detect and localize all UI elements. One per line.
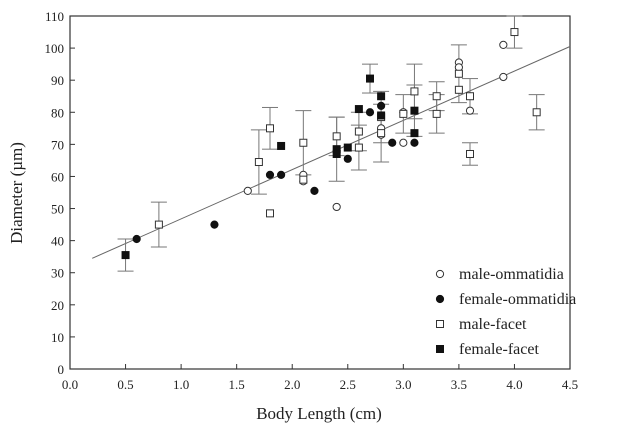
y-tick-label: 70 [51,137,64,152]
x-tick-label: 2.0 [284,377,300,392]
y-tick-label: 40 [51,234,64,249]
male-facet-point [377,129,386,138]
plot-border [69,15,571,370]
y-axis-label: Diameter (µm) [7,142,26,244]
female-facet-point [354,105,363,114]
female-facet-point [366,74,374,83]
female-ommatidia-point [388,138,397,147]
plot-frame [69,15,571,370]
male-facet-point [432,109,441,118]
female-facet-point [343,143,352,152]
male-ommatidia-point [399,138,408,147]
y-tick-label: 0 [58,362,65,377]
legend-label: female-ommatidia [459,291,576,308]
error-bar-layer [117,15,545,272]
x-tick-label: 1.0 [173,377,189,392]
female-ommatidia-point [377,101,386,110]
female-facet-point [410,106,419,115]
female-ommatidia-point [365,108,375,117]
x-axis-label: Body Length (cm) [256,404,382,423]
female-ommatidia-point [265,170,275,179]
male-facet-point [299,175,308,184]
y-tick-label: 60 [51,169,64,184]
male-facet-point [454,69,463,78]
male-facet-point [332,132,341,141]
male-facet-point [432,92,441,101]
y-tick-label: 50 [51,202,64,217]
female-ommatidia-point [343,154,352,163]
female-facet-point [410,129,419,138]
y-tick-label: 20 [51,298,64,313]
female-facet-point [377,92,386,101]
y-tick-label: 30 [51,266,64,281]
male-ommatidia-point [499,72,508,82]
x-tick-label: 3.5 [451,377,467,392]
legend: male-ommatidia female-ommatidia male-facet… [435,266,576,358]
male-facet-point [399,109,408,118]
male-facet-point [299,138,308,147]
x-tick-label: 3.0 [395,377,411,392]
x-tick-label: 0.5 [117,377,133,392]
male-facet-point [154,220,163,229]
male-ommatidia-point [499,40,508,49]
female-facet-point [121,251,130,260]
male-facet-point [266,124,274,133]
male-ommatidia-point [243,186,252,195]
male-facet-point [510,28,519,37]
y-tick-label: 90 [51,73,64,88]
male-ommatidia-point [332,202,341,212]
male-facet-point [410,87,419,96]
female-facet-point [277,141,286,150]
male-facet-point [254,158,263,167]
x-tick-label: 2.5 [340,377,356,392]
legend-label: female-facet [459,341,539,358]
data-point-layer [121,28,541,260]
y-tick-label: 110 [45,9,64,24]
x-tick-label: 4.5 [562,377,578,392]
legend-marker [436,320,444,328]
male-facet-point [466,92,474,101]
regression-line [92,46,571,259]
legend-marker [435,269,445,279]
male-facet-point [466,149,474,158]
x-tick-label: 4.0 [506,377,522,392]
legend-label: male-facet [459,316,527,333]
female-ommatidia-point [132,234,141,244]
female-ommatidia-point [410,138,419,147]
male-facet-point [354,143,363,152]
x-tick-label: 1.5 [229,377,245,392]
male-ommatidia-point [465,106,475,115]
y-tick-label: 10 [51,330,64,345]
male-facet-point [532,108,541,117]
legend-marker [435,294,445,304]
y-tick-label: 100 [45,41,65,56]
female-ommatidia-point [210,220,219,229]
legend-marker [436,345,444,353]
legend-label: male-ommatidia [459,266,564,283]
female-ommatidia-point [277,170,286,179]
female-ommatidia-point [310,186,319,195]
male-facet-point [454,85,463,94]
female-facet-point [377,111,386,120]
male-facet-point [266,209,274,218]
y-tick-label: 80 [51,105,64,120]
regression-line-layer [92,46,571,259]
male-facet-point [354,127,363,136]
x-tick-label: 0.0 [62,377,78,392]
female-facet-point [332,149,341,158]
axis-ticks: 0.0 0.5 1.0 1.5 2.0 2.5 3.0 3.5 4.0 4.5 0 10 20 30 40 5… [45,9,579,392]
